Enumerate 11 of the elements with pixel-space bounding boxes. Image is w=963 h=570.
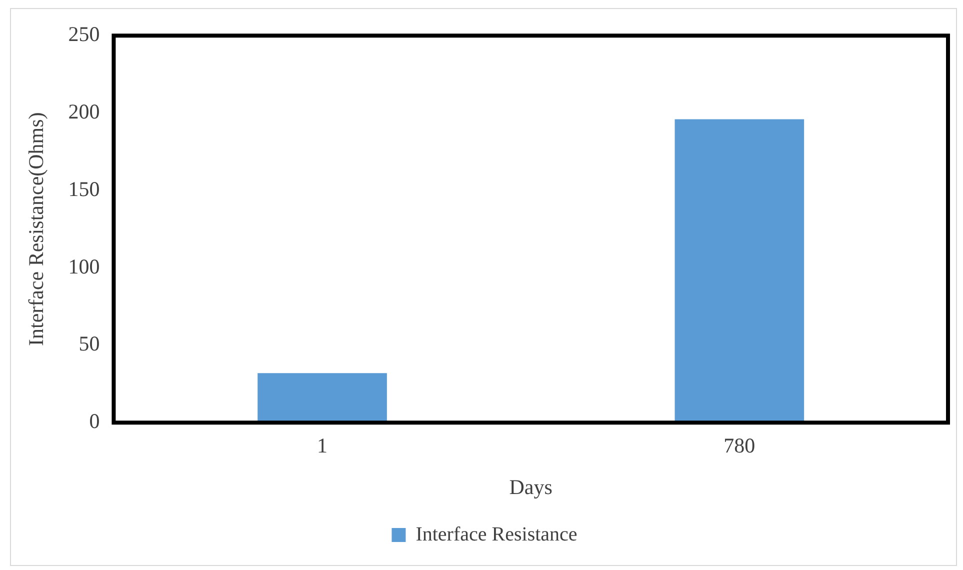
y-tick-label: 0 [89,409,100,434]
y-axis-title: Interface Resistance(Ohms) [24,112,48,346]
y-tick-label: 150 [68,176,100,201]
y-tick-label: 100 [68,254,100,278]
y-tick-label: 200 [68,100,100,124]
y-tick-label: 50 [78,332,100,356]
legend-label: Interface Resistance [416,523,578,546]
x-axis-title: Days [509,474,552,499]
x-tick-label: 780 [724,434,756,458]
y-tick-label: 250 [68,22,100,46]
x-tick-label: 1 [317,434,328,458]
